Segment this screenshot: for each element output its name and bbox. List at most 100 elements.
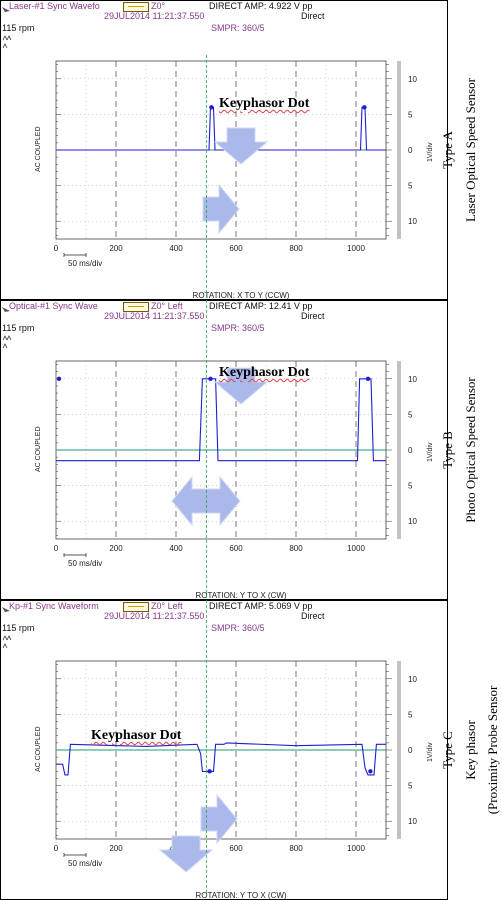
waveform-swatch-icon — [123, 602, 149, 612]
waveform-line — [56, 106, 386, 151]
chart-panel: Laser-#1 Sync Wavefo Z0° 29JUL2014 11:21:3… — [0, 0, 448, 300]
y2-axis-label: 1V/div — [427, 442, 434, 462]
chart-panel: Optical-#1 Sync Wave Z0° Left 29JUL2014 11… — [0, 300, 448, 600]
x-tick-label: 600 — [229, 544, 243, 553]
chart-panel: Kp-#1 Sync Waveform Z0° Left 29JUL2014 11:… — [0, 600, 448, 900]
mode-label: Direct — [301, 311, 325, 321]
mode-label: Direct — [301, 611, 325, 621]
y-axis-label: AC COUPLED — [35, 126, 42, 172]
mode-label: Direct — [301, 11, 325, 21]
rpm-label: 115 rpm — [2, 23, 35, 33]
direct-amp: DIRECT AMP: 4.922 V pp — [209, 1, 313, 11]
y-tick-label: 10 — [408, 217, 417, 226]
panel-sub: Z0° Left — [151, 601, 183, 611]
direct-amp: DIRECT AMP: 5.069 V pp — [209, 601, 313, 611]
panel-header: Laser-#1 Sync Wavefo Z0° 29JUL2014 11:21:3… — [1, 1, 447, 35]
zoom-icon[interactable] — [2, 35, 12, 49]
x-axis-label: 50 ms/div — [68, 559, 102, 568]
cursor-icon[interactable] — [2, 302, 10, 312]
sensor-side-label: Type C — [440, 731, 455, 769]
y-tick-label: 5 — [408, 182, 413, 191]
keyphasor-dot — [56, 376, 62, 381]
x-tick-label: 800 — [289, 544, 303, 553]
x-tick-label: 1000 — [347, 544, 365, 553]
keyphasor-label: Keyphasor Dot — [219, 365, 310, 380]
x-tick-label: 200 — [109, 544, 123, 553]
keyphasor-dot — [368, 769, 373, 774]
x-tick-label: 0 — [54, 544, 59, 553]
plot-area: 10 5 0 5 10 1V/div AC COUPLED 0 200 400 600 800 1000… — [35, 360, 434, 600]
cursor-icon[interactable] — [2, 2, 10, 12]
rotation-label: ROTATION: Y TO X (CW) — [195, 891, 286, 900]
x-tick-label: 400 — [169, 544, 183, 553]
sensor-side-label: Key phasor — [463, 720, 478, 780]
sensor-side-label: Type A — [440, 131, 455, 169]
y-axis-label: AC COUPLED — [35, 426, 42, 472]
y-tick-label: 0 — [408, 146, 413, 155]
rpm-label: 115 rpm — [2, 323, 35, 333]
keyphasor-dot — [365, 376, 371, 381]
keyphasor-dot — [208, 376, 213, 381]
y-tick-label: 10 — [408, 75, 417, 84]
zoom-icon[interactable] — [2, 635, 12, 649]
y2-axis-label: 1V/div — [427, 142, 434, 162]
sensor-side-label: Laser Optical Speed Sensor — [463, 77, 478, 223]
x-axis-label: 50 ms/div — [68, 259, 102, 268]
panel-title: Optical-#1 Sync Wave — [9, 301, 98, 311]
panel-sub: Z0° Left — [151, 301, 183, 311]
keyphasor-label: Keyphasor Dot — [219, 96, 310, 111]
y-tick-label: 10 — [408, 517, 417, 526]
sensor-side-label: Type B — [440, 431, 455, 469]
y-tick-label: 0 — [408, 746, 413, 755]
rotation-label: ROTATION: X TO Y (CCW) — [193, 291, 290, 300]
smpr-label: SMPR: 360/5 — [211, 323, 265, 333]
arrow-down-icon — [213, 127, 269, 165]
arrow-down-icon — [213, 367, 269, 405]
y-tick-label: 5 — [408, 410, 413, 419]
y-axis-label: AC COUPLED — [35, 726, 42, 772]
y-tick-label: 0 — [408, 446, 413, 455]
plot-area: 10 5 0 5 10 1V/div AC COUPLED 0 200 400 600 800 1000… — [35, 60, 434, 300]
x-tick-label: 0 — [54, 844, 59, 853]
y2-axis-label: 1V/div — [427, 742, 434, 762]
keyphasor-dot — [207, 769, 212, 774]
arrow-down-icon — [158, 835, 214, 873]
panel-datetime: 29JUL2014 11:21:37.550 — [104, 11, 205, 21]
y-tick-label: 5 — [408, 782, 413, 791]
panel-header: Kp-#1 Sync Waveform Z0° Left 29JUL2014 11:… — [1, 601, 447, 635]
arrow-left-right-icon — [171, 475, 241, 527]
x-tick-label: 200 — [109, 244, 123, 253]
y-tick-label: 10 — [408, 375, 417, 384]
panel-title: Laser-#1 Sync Wavefo — [9, 1, 100, 11]
waveform-swatch-icon — [123, 2, 149, 12]
smpr-label: SMPR: 360/5 — [211, 623, 265, 633]
panel-datetime: 29JUL2014 11:21:37.550 — [104, 311, 205, 321]
sensor-side-label: Photo Optical Speed Sensor — [463, 377, 478, 523]
panel-sub: Z0° — [151, 1, 166, 11]
rpm-label: 115 rpm — [2, 623, 35, 633]
direct-amp: DIRECT AMP: 12.41 V pp — [209, 301, 313, 311]
x-tick-label: 800 — [289, 844, 303, 853]
time-scale-bar — [63, 853, 87, 857]
time-scale-bar — [63, 253, 87, 257]
keyphasor-dot — [362, 105, 367, 110]
x-tick-label: 600 — [229, 844, 243, 853]
zoom-icon[interactable] — [2, 335, 12, 349]
y-tick-label: 5 — [408, 482, 413, 491]
x-tick-label: 0 — [54, 244, 59, 253]
keyphasor-dot — [209, 105, 214, 110]
x-tick-label: 600 — [229, 244, 243, 253]
x-tick-label: 400 — [169, 244, 183, 253]
cursor-icon[interactable] — [2, 602, 10, 612]
x-tick-label: 800 — [289, 244, 303, 253]
sensor-side-label: (Proximity Probe Sensor — [485, 685, 500, 815]
y-tick-label: 10 — [408, 675, 417, 684]
x-tick-label: 1000 — [347, 244, 365, 253]
x-tick-label: 200 — [109, 844, 123, 853]
waveform-line — [56, 378, 386, 462]
panel-title: Kp-#1 Sync Waveform — [9, 601, 99, 611]
y-tick-label: 5 — [408, 110, 413, 119]
arrow-right-icon — [202, 183, 240, 235]
x-axis-label: 50 ms/div — [68, 859, 102, 868]
